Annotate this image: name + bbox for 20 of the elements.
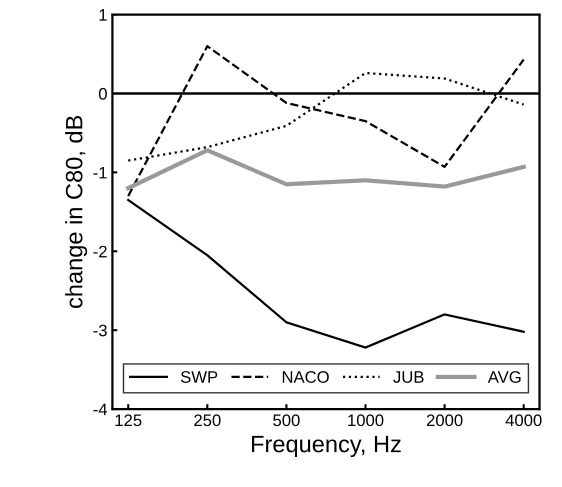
x-tick-label: 125 — [116, 414, 142, 426]
y-tick-label: -1 — [93, 166, 107, 178]
y-tick-label: -3 — [93, 324, 107, 336]
line-series — [126, 148, 526, 190]
x-tick-label: 4000 — [506, 414, 542, 426]
legend-label: SWP — [180, 371, 218, 383]
legend-label: JUB — [393, 371, 424, 383]
legend-label: AVG — [488, 371, 520, 383]
x-axis-title: Frequency, Hz — [252, 436, 401, 458]
legend-label: NACO — [282, 371, 329, 383]
x-tick-label: 2000 — [426, 414, 462, 426]
x-tick-label: 500 — [273, 414, 300, 426]
y-tick-label: 1 — [100, 9, 107, 21]
y-tick-label: 0 — [98, 88, 107, 100]
x-tick-label: 1000 — [348, 414, 384, 426]
y-axis-title: change in C80, dB — [65, 116, 88, 308]
y-tick-label: -4 — [93, 404, 108, 416]
line-series — [127, 198, 525, 349]
y-tick-label: -2 — [93, 246, 107, 258]
x-tick-label: 250 — [194, 414, 221, 426]
